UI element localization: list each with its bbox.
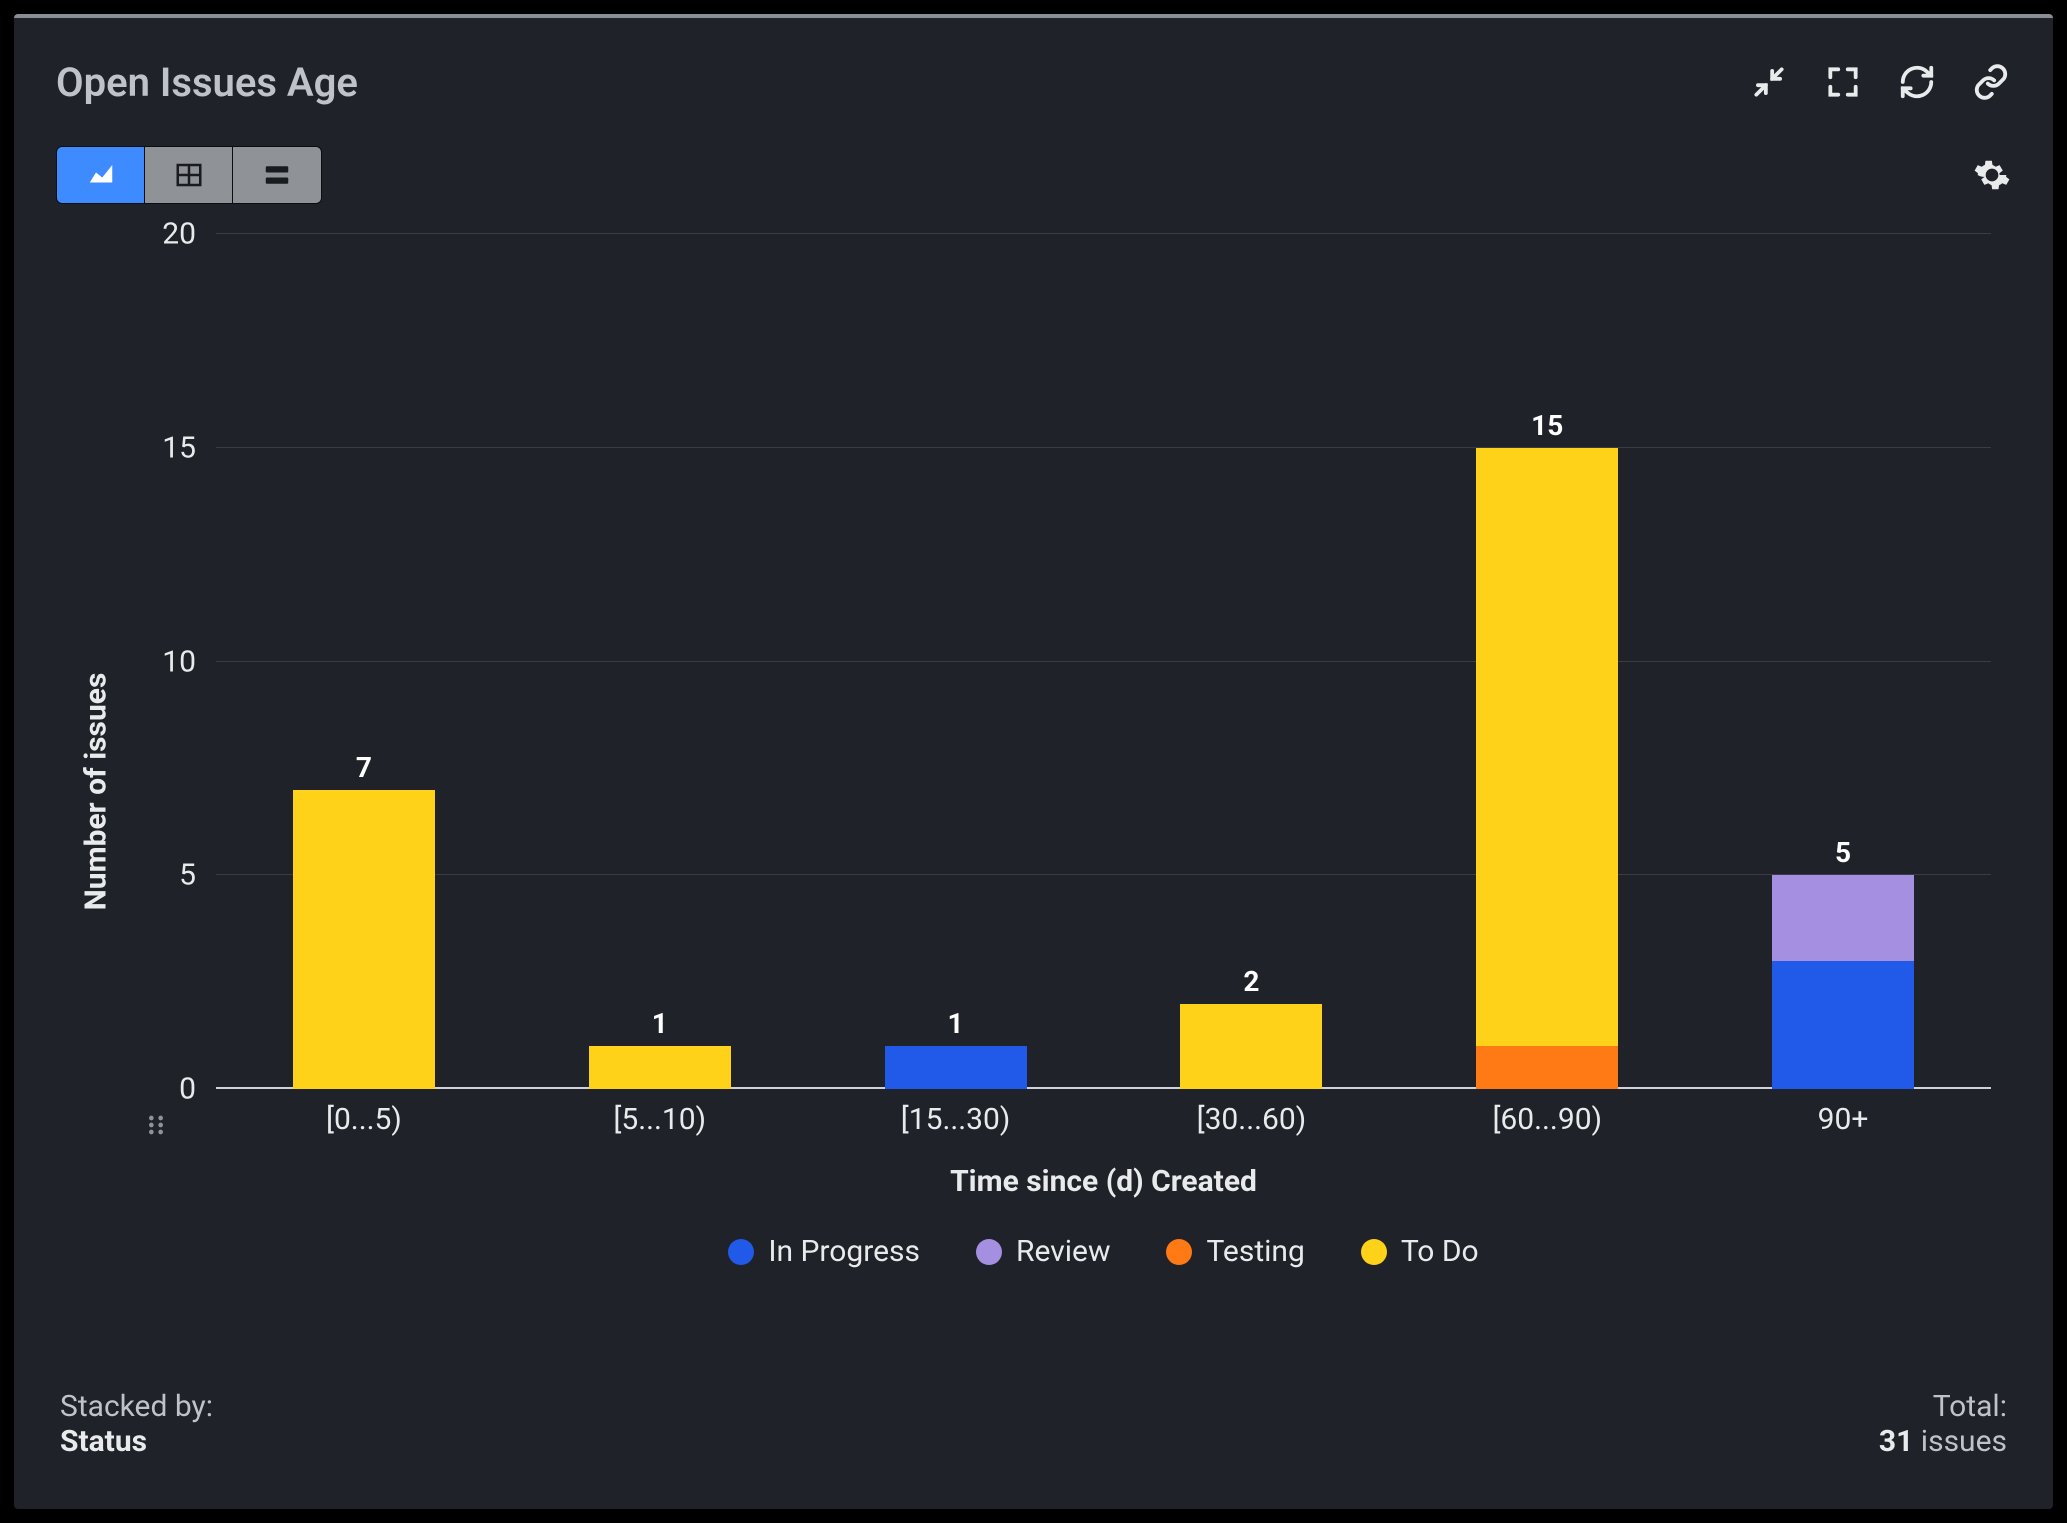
dashboard-panel: Open Issues Age bbox=[14, 14, 2053, 1509]
view-list-button[interactable] bbox=[233, 147, 321, 203]
view-switcher bbox=[56, 146, 322, 204]
view-chart-button[interactable] bbox=[57, 147, 145, 203]
bar-total-label: 5 bbox=[1835, 836, 1851, 869]
panel-footer: Stacked by: Status Total: 31 issues bbox=[56, 1389, 2011, 1459]
total-value-line: 31 issues bbox=[1879, 1424, 2007, 1459]
stacked-bar[interactable]: 5 bbox=[1772, 875, 1914, 1089]
bar-segment-to_do[interactable] bbox=[1476, 448, 1618, 1047]
refresh-icon[interactable] bbox=[1897, 62, 1937, 102]
x-tick-label: [0...5) bbox=[216, 1102, 512, 1137]
bar-slot: 5 bbox=[1695, 234, 1991, 1089]
bar-segment-to_do[interactable] bbox=[293, 790, 435, 1089]
x-tick-label: [30...60) bbox=[1103, 1102, 1399, 1137]
legend-label: To Do bbox=[1401, 1234, 1479, 1269]
legend-swatch bbox=[976, 1239, 1002, 1265]
fullscreen-icon[interactable] bbox=[1823, 62, 1863, 102]
bar-segment-to_do[interactable] bbox=[1180, 1004, 1322, 1090]
bar-total-label: 7 bbox=[356, 751, 372, 784]
total-suffix: issues bbox=[1921, 1424, 2007, 1459]
y-tick-label: 10 bbox=[162, 644, 196, 679]
bars-container: 7112155 bbox=[216, 234, 1991, 1089]
x-tick-label: [15...30) bbox=[808, 1102, 1104, 1137]
x-axis-label: Time since (d) Created bbox=[216, 1164, 1991, 1199]
bar-segment-to_do[interactable] bbox=[589, 1046, 731, 1089]
legend-label: In Progress bbox=[768, 1234, 920, 1269]
x-tick-label: [5...10) bbox=[512, 1102, 808, 1137]
y-axis-label: Number of issues bbox=[79, 672, 114, 910]
legend-item-testing[interactable]: Testing bbox=[1166, 1234, 1304, 1269]
gear-icon[interactable] bbox=[1973, 156, 2011, 194]
stacked-bar[interactable]: 1 bbox=[589, 1046, 731, 1089]
bar-total-label: 15 bbox=[1531, 409, 1563, 442]
bar-segment-in_progress[interactable] bbox=[885, 1046, 1027, 1089]
stacked-bar[interactable]: 15 bbox=[1476, 448, 1618, 1089]
panel-header: Open Issues Age bbox=[56, 54, 2011, 110]
bar-total-label: 1 bbox=[652, 1007, 668, 1040]
stacked-bar[interactable]: 1 bbox=[885, 1046, 1027, 1089]
legend-item-review[interactable]: Review bbox=[976, 1234, 1110, 1269]
y-tick-label: 15 bbox=[162, 430, 196, 465]
legend-swatch bbox=[728, 1239, 754, 1265]
x-tick-label: 90+ bbox=[1695, 1102, 1991, 1137]
bar-slot: 2 bbox=[1103, 234, 1399, 1089]
collapse-icon[interactable] bbox=[1749, 62, 1789, 102]
stacked-bar[interactable]: 7 bbox=[293, 790, 435, 1089]
legend-label: Testing bbox=[1206, 1234, 1304, 1269]
bar-slot: 7 bbox=[216, 234, 512, 1089]
bar-segment-in_progress[interactable] bbox=[1772, 961, 1914, 1089]
stacked-by: Stacked by: Status bbox=[60, 1389, 213, 1459]
link-icon[interactable] bbox=[1971, 62, 2011, 102]
y-tick-label: 20 bbox=[162, 217, 196, 252]
legend-swatch bbox=[1361, 1239, 1387, 1265]
legend-label: Review bbox=[1016, 1234, 1110, 1269]
total-label: Total: bbox=[1879, 1389, 2007, 1424]
bar-total-label: 2 bbox=[1243, 965, 1259, 998]
legend-swatch bbox=[1166, 1239, 1192, 1265]
legend: In Progress Review Testing To Do bbox=[216, 1234, 1991, 1269]
legend-item-in_progress[interactable]: In Progress bbox=[728, 1234, 920, 1269]
bar-slot: 15 bbox=[1399, 234, 1695, 1089]
stacked-bar[interactable]: 2 bbox=[1180, 1004, 1322, 1090]
header-actions bbox=[1749, 62, 2011, 102]
bar-segment-testing[interactable] bbox=[1476, 1046, 1618, 1089]
bar-slot: 1 bbox=[808, 234, 1104, 1089]
chart-area: Number of issues 05101520 7112155 [0...5… bbox=[56, 214, 2011, 1389]
bar-slot: 1 bbox=[512, 234, 808, 1089]
panel-title: Open Issues Age bbox=[56, 59, 358, 106]
bar-segment-review[interactable] bbox=[1772, 875, 1914, 961]
bar-total-label: 1 bbox=[948, 1007, 964, 1040]
y-tick-label: 0 bbox=[179, 1072, 196, 1107]
legend-item-to_do[interactable]: To Do bbox=[1361, 1234, 1479, 1269]
y-tick-label: 5 bbox=[179, 858, 196, 893]
toolbar-row bbox=[56, 146, 2011, 204]
x-ticks: [0...5)[5...10)[15...30)[30...60)[60...9… bbox=[216, 1102, 1991, 1137]
stacked-by-label: Stacked by: bbox=[60, 1389, 213, 1424]
drag-handle-icon[interactable] bbox=[142, 1111, 170, 1139]
total-summary: Total: 31 issues bbox=[1879, 1389, 2007, 1459]
x-tick-label: [60...90) bbox=[1399, 1102, 1695, 1137]
total-value: 31 bbox=[1879, 1424, 1913, 1459]
plot-region: 05101520 7112155 bbox=[216, 234, 1991, 1089]
view-table-button[interactable] bbox=[145, 147, 233, 203]
stacked-by-value: Status bbox=[60, 1424, 147, 1459]
